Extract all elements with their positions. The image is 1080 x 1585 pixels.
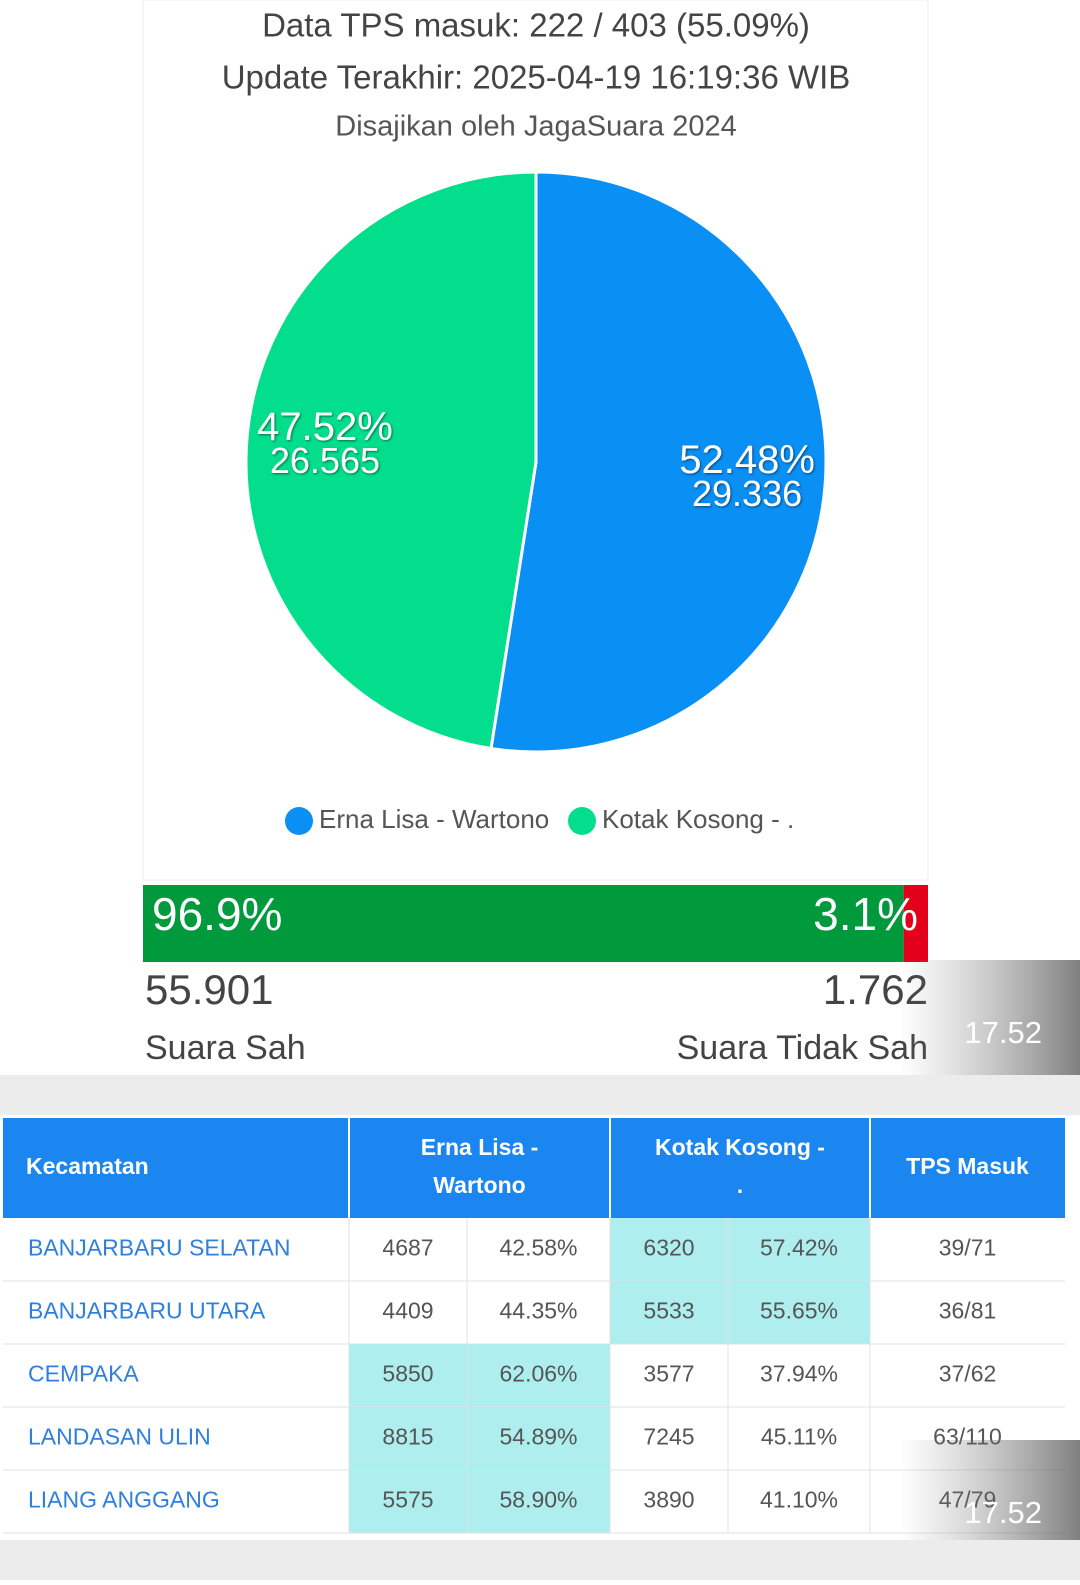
table-cell: 37/62 [939, 1361, 997, 1387]
table-cell: 3890 [643, 1487, 694, 1513]
winner-highlight [349, 1344, 610, 1407]
table-cell: 5533 [643, 1298, 694, 1324]
invalid-label: Suara Tidak Sah [677, 1029, 928, 1067]
pie-slice [244, 170, 538, 751]
district-name[interactable]: CEMPAKA [28, 1361, 139, 1387]
table-cell: 3577 [643, 1361, 694, 1387]
district-name[interactable]: BANJARBARU UTARA [28, 1298, 266, 1324]
validity-segment [903, 885, 928, 962]
district-name[interactable]: BANJARBARU SELATAN [28, 1235, 290, 1261]
legend-marker [285, 807, 313, 835]
overlay-shade [900, 960, 1080, 1075]
table-header: Erna Lisa -Wartono [421, 1134, 539, 1198]
slice-percent: 47.52% [257, 405, 393, 449]
source-info: Disajikan oleh JagaSuara 2024 [335, 111, 736, 143]
tps-info: Data TPS masuk: 222 / 403 (55.09%) [262, 7, 810, 44]
overlay-time: 17.52 [964, 1015, 1042, 1050]
pie-slice [489, 170, 828, 754]
table-cell: 4687 [382, 1235, 433, 1261]
table-cell: 41.10% [760, 1487, 838, 1513]
legend-label: Erna Lisa - Wartono [319, 804, 549, 834]
separator [0, 1075, 1080, 1115]
valid-votes: 55.901 [145, 966, 273, 1013]
valid-percent: 96.9% [152, 888, 282, 940]
overlay-shade [900, 1440, 1080, 1540]
winner-highlight [349, 1407, 610, 1470]
table-cell: 4409 [382, 1298, 433, 1324]
update-info: Update Terakhir: 2025-04-19 16:19:36 WIB [222, 59, 851, 96]
winner-highlight [610, 1218, 870, 1281]
winner-highlight [349, 1470, 610, 1533]
table-header: TPS Masuk [906, 1153, 1029, 1179]
table-header: Kotak Kosong -. [655, 1134, 825, 1198]
table-header: Kecamatan [26, 1153, 149, 1179]
district-name[interactable]: LIANG ANGGANG [28, 1487, 220, 1513]
table-cell: 44.35% [499, 1298, 577, 1324]
table-cell: 6320 [643, 1235, 694, 1261]
results-table: Kecamatan Erna Lisa -Wartono Kotak Kosong … [3, 1118, 1065, 1534]
table-cell: 45.11% [761, 1424, 837, 1450]
table-header-bg [3, 1118, 1065, 1218]
table-cell: 55.65% [760, 1298, 838, 1324]
table-cell: 57.42% [760, 1235, 838, 1261]
winner-highlight [610, 1281, 870, 1344]
table-cell: 5850 [382, 1361, 433, 1387]
slice-percent: 52.48% [679, 438, 815, 482]
pie-chart: 52.48%29.336 47.52%26.565 Erna Lisa - Wart… [244, 170, 828, 835]
slice-votes: 26.565 [270, 440, 380, 481]
table-cell: 62.06% [499, 1361, 577, 1387]
table-cell: 42.58% [499, 1235, 577, 1261]
district-name[interactable]: LANDASAN ULIN [28, 1424, 211, 1450]
table-cell: 37.94% [760, 1361, 838, 1387]
slice-votes: 29.336 [692, 473, 802, 514]
legend-label: Kotak Kosong - . [602, 804, 794, 834]
table-cell: 54.89% [499, 1424, 577, 1450]
legend-marker [568, 807, 596, 835]
table-cell: 36/81 [939, 1298, 997, 1324]
validity-segment [143, 885, 904, 962]
invalid-percent: 3.1% [813, 888, 918, 940]
table-cell: 58.90% [499, 1487, 577, 1513]
overlay-time: 17.52 [964, 1495, 1042, 1530]
separator [0, 1540, 1080, 1580]
table-cell: 7245 [643, 1424, 694, 1450]
table-cell: 5575 [382, 1487, 433, 1513]
table-cell: 39/71 [939, 1235, 997, 1261]
table-cell: 8815 [382, 1424, 433, 1450]
valid-label: Suara Sah [145, 1029, 306, 1067]
